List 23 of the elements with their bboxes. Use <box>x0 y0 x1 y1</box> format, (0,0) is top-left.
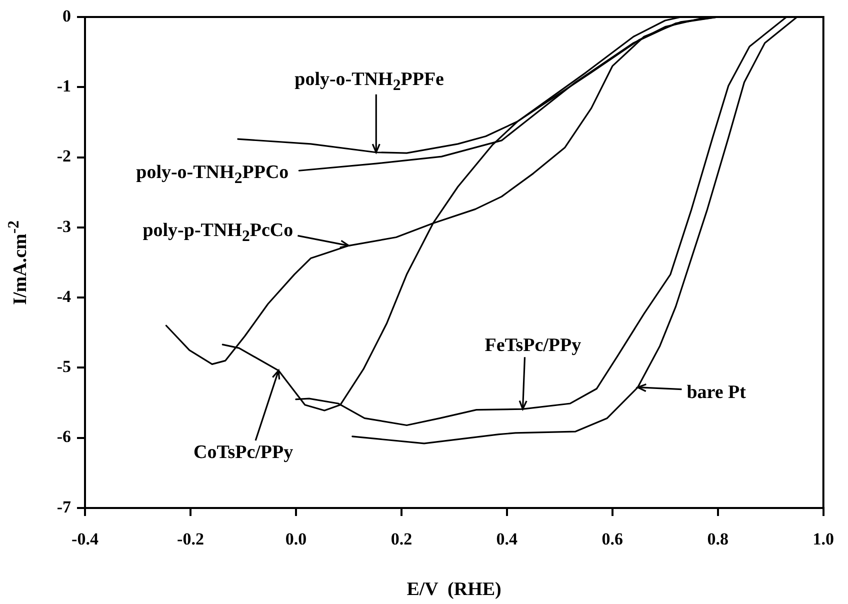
x-tick-label: -0.4 <box>72 530 99 549</box>
legend-label: bare Pt <box>686 382 746 403</box>
series-label: FeTsPc/PPy <box>484 334 582 356</box>
x-tick-label: -0.2 <box>177 530 204 549</box>
y-tick-label: 0 <box>62 6 71 26</box>
y-tick-label: -3 <box>56 216 71 236</box>
x-tick-label: 0.4 <box>496 530 518 549</box>
x-tick-label: 0.8 <box>707 530 729 549</box>
series-label: poly-p-TNH$_{2}$PcCo <box>142 220 294 244</box>
text: poly-o-TNH$_{2}$PPFe <box>294 69 444 94</box>
x-tick-label: 1.0 <box>812 530 834 549</box>
x-axis-title: E/V (RHE) <box>406 579 502 600</box>
x-tick-label: 0.0 <box>285 530 307 549</box>
x-tick-label: 0.2 <box>390 530 412 549</box>
y-tick-label: -4 <box>56 286 72 306</box>
series-label: poly-o-TNH$_{2}$PPCo <box>136 162 289 186</box>
y-tick-label: -1 <box>56 76 71 96</box>
x-tick-label: 0.6 <box>602 530 624 549</box>
y-tick-label: -7 <box>56 497 72 516</box>
y-tick-label: -6 <box>56 427 71 446</box>
y-tick-label: -5 <box>56 357 71 376</box>
text: CoTsPc/PPy <box>194 442 294 464</box>
y-tick-label: -2 <box>56 146 71 166</box>
